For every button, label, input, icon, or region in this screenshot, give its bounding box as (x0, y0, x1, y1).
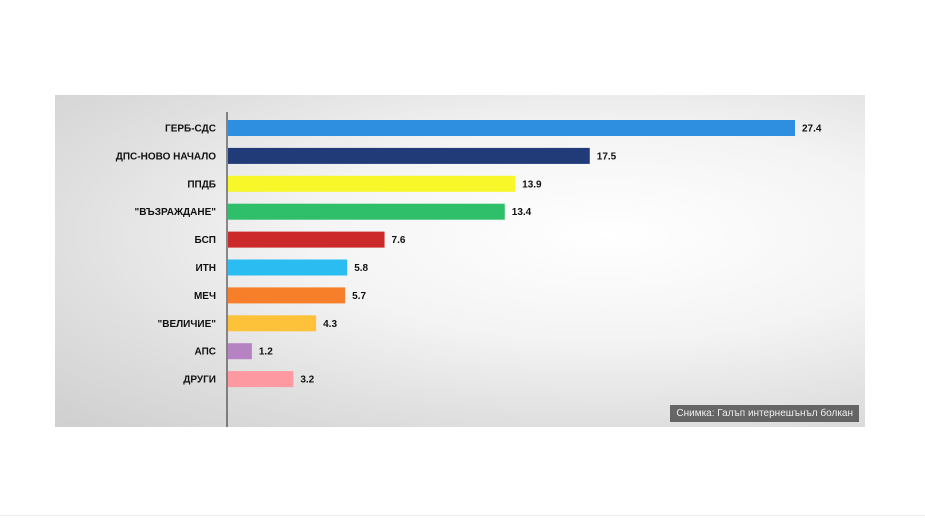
category-label: АПС (195, 347, 217, 358)
value-label: 3.2 (300, 375, 314, 386)
value-label: 13.9 (522, 179, 542, 190)
value-label: 7.6 (392, 235, 406, 246)
category-label: ДРУГИ (183, 375, 216, 386)
chart-panel: ГЕРБ-СДС 27.4 ДПС-НОВО НАЧАЛО 17.5 ППДБ 13.9 "… (55, 95, 865, 427)
bar (228, 175, 516, 192)
value-label: 5.8 (354, 263, 368, 274)
category-label: "ВЪЗРАЖДАНЕ" (135, 207, 217, 218)
category-label: МЕЧ (194, 291, 216, 302)
value-label: 1.2 (259, 347, 273, 358)
bar (228, 231, 385, 248)
category-label: ГЕРБ-СДС (165, 124, 216, 135)
photo-credit: Снимка: Галъп интернешънъл болкан (670, 405, 859, 422)
category-label: ППДБ (187, 179, 216, 190)
value-label: 4.3 (323, 319, 337, 330)
value-label: 5.7 (352, 291, 366, 302)
bar-chart: ГЕРБ-СДС 27.4 ДПС-НОВО НАЧАЛО 17.5 ППДБ 13.9 "… (116, 112, 822, 427)
bar (228, 287, 346, 304)
value-label: 17.5 (597, 151, 617, 162)
bar (228, 343, 252, 360)
bar (228, 147, 590, 164)
page-divider (0, 515, 925, 516)
value-label: 13.4 (512, 207, 532, 218)
category-label: БСП (195, 235, 216, 246)
category-label: ДПС-НОВО НАЧАЛО (116, 151, 216, 162)
category-label: "ВЕЛИЧИЕ" (158, 319, 217, 330)
bar (228, 120, 795, 136)
category-label: ИТН (195, 263, 216, 274)
bar (228, 315, 317, 332)
bar (228, 259, 348, 276)
bar (228, 371, 294, 388)
bar (228, 203, 505, 220)
value-label: 27.4 (802, 124, 822, 135)
